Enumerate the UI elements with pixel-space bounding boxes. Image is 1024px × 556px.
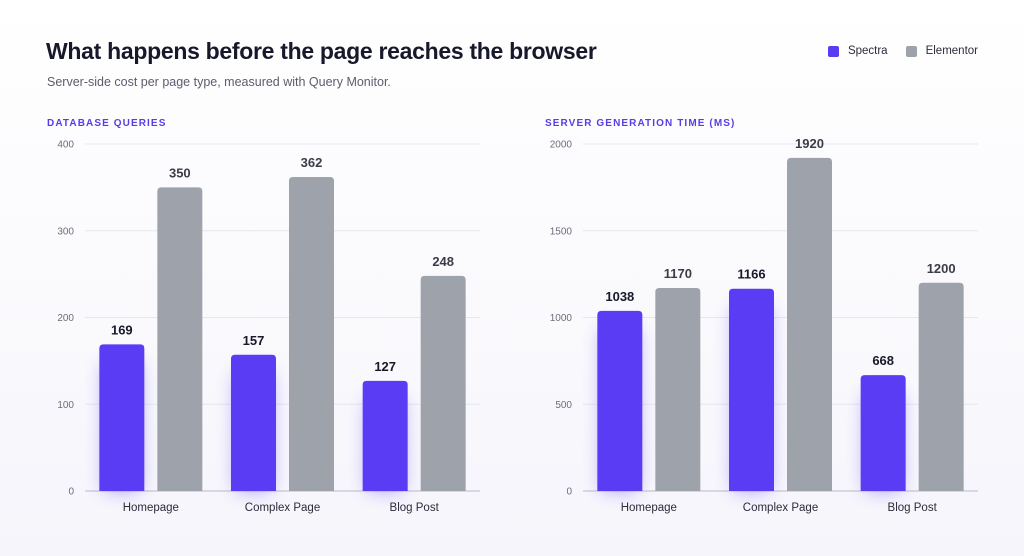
bar-elementor-complex-page xyxy=(289,176,334,491)
bar-elementor-homepage xyxy=(655,288,701,491)
chart-legend: Spectra Elementor xyxy=(827,45,978,57)
database-queries-chart-title: DATABASE QUERIES xyxy=(47,118,167,129)
value-label-elementor-blog-post: 248 xyxy=(432,254,454,269)
bar-elementor-blog-post xyxy=(420,275,466,491)
y-tick-label: 200 xyxy=(57,313,74,324)
page-title: What happens before the page reaches the… xyxy=(46,38,597,64)
bar-elementor-blog-post xyxy=(918,282,964,491)
legend-swatch-spectra xyxy=(827,45,839,57)
value-label-spectra-complex-page: 1166 xyxy=(737,267,765,282)
y-tick-label: 300 xyxy=(57,226,74,237)
bar-spectra-complex-page xyxy=(729,288,774,491)
bar-elementor-complex-page xyxy=(787,157,832,491)
server-time-plot: 0 500 1000 1500 2000 1038 1170 Homepage 1166 1920… xyxy=(550,136,978,514)
value-label-elementor-complex-page: 362 xyxy=(301,155,323,170)
legend-item-spectra: Spectra xyxy=(827,45,888,57)
legend-label-spectra: Spectra xyxy=(847,45,888,57)
bar-elementor-homepage xyxy=(157,187,203,491)
database-queries-plot: 0 100 200 300 400 169 350 Homepage 157 362 Complex… xyxy=(57,140,480,514)
bar-spectra-homepage xyxy=(99,344,145,491)
category-label-complex-page: Complex Page xyxy=(245,502,320,514)
bar-spectra-complex-page xyxy=(231,354,276,491)
value-label-spectra-homepage: 1038 xyxy=(605,289,634,304)
value-label-spectra-complex-page: 157 xyxy=(243,333,265,348)
y-tick-label: 1000 xyxy=(550,313,573,324)
category-label-homepage: Homepage xyxy=(123,502,179,514)
category-label-blog-post: Blog Post xyxy=(888,502,938,514)
category-label-blog-post: Blog Post xyxy=(390,502,440,514)
legend-label-elementor: Elementor xyxy=(925,45,978,57)
bar-spectra-blog-post xyxy=(860,375,906,491)
value-label-spectra-blog-post: 668 xyxy=(872,353,894,368)
y-tick-label: 2000 xyxy=(550,140,573,151)
y-tick-label: 100 xyxy=(57,400,74,411)
database-queries-chart: DATABASE QUERIES 0 100 200 300 400 169 350 Home… xyxy=(40,118,500,523)
value-label-elementor-complex-page: 1920 xyxy=(795,136,824,151)
y-tick-label: 500 xyxy=(555,400,572,411)
server-time-chart-title: SERVER GENERATION TIME (MS) xyxy=(545,118,736,129)
server-time-chart: SERVER GENERATION TIME (MS) 0 500 1000 1500… xyxy=(538,118,998,523)
value-label-spectra-homepage: 169 xyxy=(111,322,133,337)
y-tick-label: 400 xyxy=(57,140,74,151)
page-subtitle: Server-side cost per page type, measured… xyxy=(47,75,391,89)
legend-swatch-elementor xyxy=(905,45,917,57)
bar-spectra-blog-post xyxy=(362,380,408,491)
legend-item-elementor: Elementor xyxy=(905,45,978,57)
value-label-elementor-homepage: 1170 xyxy=(664,266,692,281)
category-label-homepage: Homepage xyxy=(621,502,677,514)
category-label-complex-page: Complex Page xyxy=(743,502,818,514)
bar-spectra-homepage xyxy=(597,310,643,491)
y-tick-label: 1500 xyxy=(550,226,573,237)
y-tick-label: 0 xyxy=(566,487,572,498)
value-label-spectra-blog-post: 127 xyxy=(374,359,396,374)
value-label-elementor-blog-post: 1200 xyxy=(927,261,956,276)
value-label-elementor-homepage: 350 xyxy=(169,165,191,180)
y-tick-label: 0 xyxy=(68,487,74,498)
